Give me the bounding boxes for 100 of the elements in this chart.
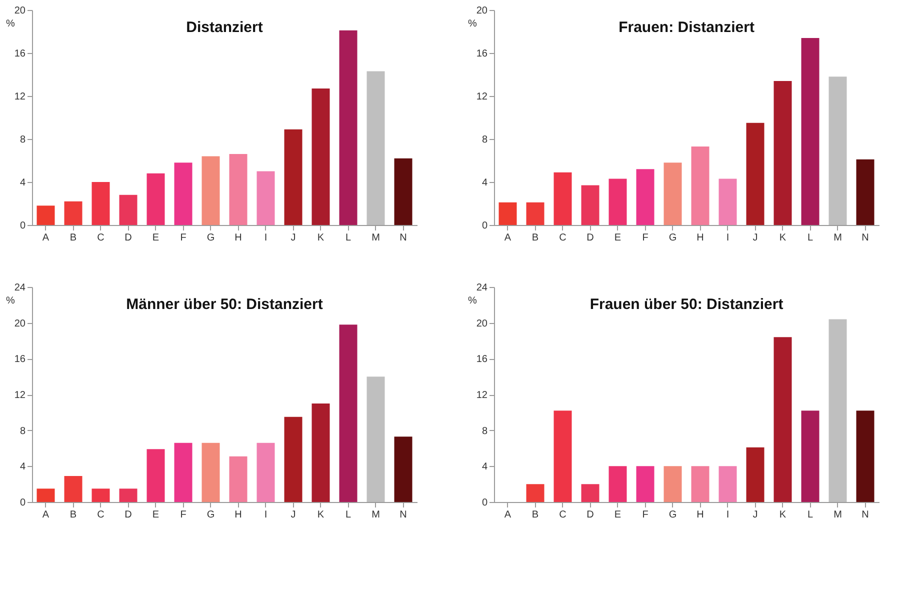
x-tick-label: N xyxy=(862,510,869,520)
x-tick-label: B xyxy=(70,232,77,244)
bar xyxy=(691,146,710,225)
y-tick-label: 20 xyxy=(14,318,26,330)
x-tick-label: E xyxy=(614,510,622,520)
bar xyxy=(581,484,600,502)
x-tick-label: F xyxy=(180,232,186,244)
bar xyxy=(229,154,248,225)
x-tick-label: E xyxy=(152,232,160,244)
y-tick-label: 20 xyxy=(476,6,488,16)
bar xyxy=(526,484,544,502)
y-tick-label: 8 xyxy=(20,134,26,146)
x-tick-label: C xyxy=(559,510,566,520)
bar xyxy=(828,76,847,225)
bar xyxy=(229,456,248,502)
bar xyxy=(856,410,874,502)
x-tick-label: H xyxy=(234,232,242,244)
x-tick-label: L xyxy=(807,510,814,520)
x-tick-label: A xyxy=(42,232,50,244)
y-axis-title: % xyxy=(6,18,16,30)
bar xyxy=(256,171,275,225)
y-axis-title: % xyxy=(6,296,16,306)
x-tick-label: J xyxy=(290,510,296,520)
bar xyxy=(146,173,165,225)
x-tick-label: M xyxy=(834,232,842,244)
y-tick-label: 20 xyxy=(14,6,26,16)
x-tick-label: D xyxy=(124,510,132,520)
y-tick-label: 16 xyxy=(14,48,26,60)
bar xyxy=(92,488,110,502)
x-tick-label: H xyxy=(696,232,704,244)
y-tick-label: 12 xyxy=(14,390,26,401)
x-tick-label: D xyxy=(586,232,594,244)
bar xyxy=(856,159,874,225)
bar xyxy=(774,80,792,225)
y-tick-label: 0 xyxy=(20,220,26,232)
bar xyxy=(202,156,220,225)
y-axis-title: % xyxy=(468,296,478,306)
bar xyxy=(64,476,82,502)
bar xyxy=(36,206,55,225)
x-tick-label: K xyxy=(317,510,324,520)
bar xyxy=(801,410,820,502)
y-tick-label: 24 xyxy=(14,282,26,294)
x-tick-label: L xyxy=(345,232,352,244)
x-tick-label: H xyxy=(234,510,242,520)
bar xyxy=(312,403,330,502)
y-tick-label: 20 xyxy=(476,318,488,330)
bar xyxy=(339,324,358,502)
bar xyxy=(498,202,517,225)
x-tick-label: M xyxy=(372,232,380,244)
y-tick-label: 16 xyxy=(476,354,488,366)
bar xyxy=(339,30,358,225)
x-tick-label: I xyxy=(264,510,268,520)
bar xyxy=(256,442,275,502)
bar xyxy=(119,194,138,225)
y-tick-label: 0 xyxy=(482,498,488,508)
y-tick-label: 16 xyxy=(14,354,26,366)
bar xyxy=(664,162,682,225)
bar xyxy=(691,466,710,502)
x-tick-label: K xyxy=(779,232,786,244)
bar xyxy=(608,178,627,225)
text: Frauen: Distanziert xyxy=(618,19,754,36)
bar xyxy=(746,122,764,225)
bar xyxy=(36,488,55,502)
x-tick-label: F xyxy=(642,510,648,520)
bar xyxy=(774,337,792,502)
bar xyxy=(608,466,627,502)
bar xyxy=(526,202,544,225)
bar xyxy=(284,416,302,502)
x-tick-label: J xyxy=(752,510,758,520)
y-tick-label: 24 xyxy=(476,282,488,294)
bar xyxy=(636,466,654,502)
bar xyxy=(554,410,572,502)
bar xyxy=(394,158,412,225)
x-tick-label: G xyxy=(206,510,215,520)
x-tick-label: D xyxy=(586,510,594,520)
bar xyxy=(146,449,165,502)
x-tick-label: N xyxy=(862,232,869,244)
x-tick-label: I xyxy=(726,510,730,520)
x-tick-label: L xyxy=(807,232,814,244)
x-tick-label: N xyxy=(400,510,407,520)
x-tick-label: C xyxy=(97,232,104,244)
x-tick-label: D xyxy=(124,232,132,244)
bar xyxy=(92,182,110,225)
bar xyxy=(312,88,330,225)
x-tick-label: C xyxy=(559,232,566,244)
bar xyxy=(746,447,764,502)
x-tick-label: M xyxy=(834,510,842,520)
bar xyxy=(174,442,192,502)
bar xyxy=(581,185,600,225)
bar xyxy=(394,436,412,502)
y-tick-label: 8 xyxy=(482,134,488,146)
x-tick-label: B xyxy=(532,510,539,520)
y-axis-title: % xyxy=(468,18,478,30)
x-tick-label: J xyxy=(290,232,296,244)
x-tick-label: J xyxy=(752,232,758,244)
bar xyxy=(366,376,385,502)
y-tick-label: 4 xyxy=(20,178,26,188)
text: Frauen über 50: Distanziert xyxy=(590,296,784,313)
y-tick-label: 8 xyxy=(482,426,488,437)
bar xyxy=(284,129,302,225)
